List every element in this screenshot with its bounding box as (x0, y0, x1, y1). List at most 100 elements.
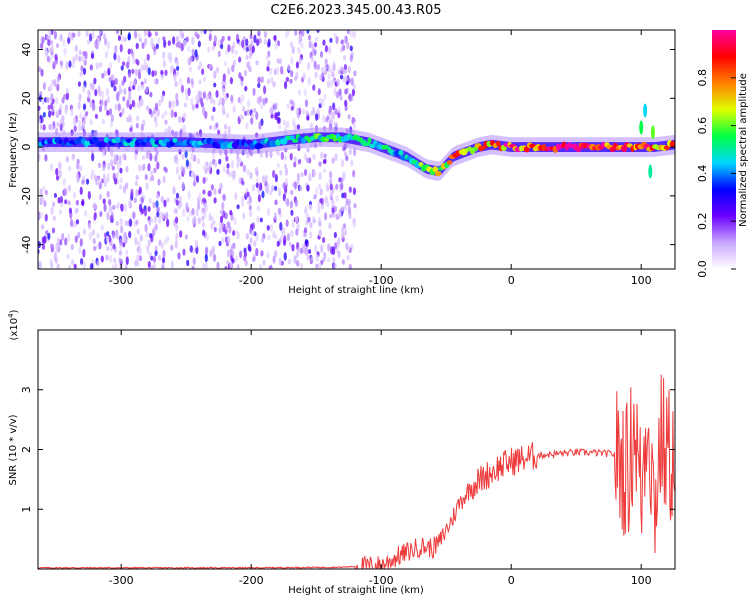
spectrogram-noise-point (307, 76, 311, 86)
spectrogram-noise-point (116, 160, 120, 166)
spectrogram-noise-point (213, 197, 217, 204)
spectrogram-noise-point (44, 213, 48, 222)
spectrogram-noise-point (78, 49, 82, 56)
spectrogram-noise-point (293, 75, 298, 82)
spectrogram-noise-point (340, 182, 344, 191)
spectrogram-noise-point (259, 104, 264, 110)
spectrogram-noise-point (309, 110, 313, 116)
spectrogram-noise-point (111, 264, 115, 269)
spectrogram-noise-point (339, 65, 343, 72)
spectrogram-noise-point (79, 257, 84, 265)
spectrogram-noise-point (144, 223, 148, 233)
spectrogram-noise-point (56, 263, 60, 269)
spectrogram-noise-point (213, 70, 217, 79)
spectrogram-noise-point (82, 248, 86, 258)
spectrogram-noise-point (327, 243, 331, 252)
spectrogram-noise-point (323, 69, 328, 76)
spectrogram-noise-point (92, 238, 96, 245)
spectrogram-ridge-layer (38, 103, 675, 181)
spectrogram-noise-point (68, 165, 72, 172)
spectrogram-noise-point (319, 74, 323, 81)
spectrogram-noise-point (169, 65, 173, 74)
spectrogram-noise-point (154, 121, 158, 128)
spectrogram-noise-point (128, 198, 132, 208)
spectrogram-noise-point (209, 63, 213, 70)
spectrogram-noise-point (53, 30, 58, 40)
spectrogram-noise-point (313, 49, 317, 56)
spectrogram-noise-point (251, 222, 255, 230)
spectrogram-noise-point (344, 99, 348, 107)
spectrogram-noise-point (93, 245, 97, 251)
spectrogram-noise-point (177, 40, 181, 49)
spectrogram-noise-point (138, 255, 143, 262)
spectrogram-noise-point (315, 254, 319, 262)
spectrogram-noise-point (322, 159, 327, 165)
spectrogram-ridge-point (496, 140, 501, 147)
spectrogram-noise-point (194, 31, 198, 38)
spectrogram-spread-point (650, 125, 655, 140)
spectrogram-noise-point (88, 222, 92, 231)
spectrogram-noise-point (87, 190, 91, 200)
spectrogram-noise-point (212, 106, 216, 113)
spectrogram-noise-point (174, 240, 178, 249)
spectrogram-noise-point (202, 176, 206, 184)
spectrogram-noise-point (186, 259, 190, 267)
spectrogram-noise-point (81, 198, 85, 207)
spectrogram-noise-point (348, 149, 353, 156)
spectrogram-noise-point (220, 221, 224, 229)
spectrogram-noise-point (121, 107, 125, 115)
spectrogram-noise-point (246, 109, 250, 116)
spectrogram-noise-point (74, 209, 78, 215)
spectrogram-noise-point (342, 75, 346, 83)
spectrogram-noise-point (107, 162, 111, 171)
spectrogram-noise-point (80, 122, 85, 130)
spectrogram-noise-point (100, 255, 104, 263)
spectrogram-noise-point (94, 113, 99, 120)
spectrogram-noise-point (153, 50, 157, 56)
spectrogram-noise-point (304, 238, 308, 245)
spectrogram-noise-point (286, 198, 290, 207)
spectrogram-noise-point (102, 173, 106, 181)
spectrogram-noise-point (201, 207, 205, 215)
spectrogram-noise-point (180, 84, 185, 93)
spectrogram-noise-point (353, 70, 357, 77)
spectrogram-noise-point (81, 55, 85, 62)
spectrogram-noise-point (96, 37, 101, 46)
spectrogram-ridge-point (398, 149, 404, 156)
spectrogram-ridge-point (129, 141, 135, 148)
spectrogram-noise-point (49, 83, 53, 92)
spectrogram-noise-point (221, 236, 225, 244)
spectrogram-noise-point (260, 76, 264, 84)
spectrogram-noise-point (50, 125, 54, 131)
spectrogram-noise-point (78, 55, 82, 62)
spectrogram-noise-point (326, 257, 331, 263)
spectrogram-noise-point (91, 169, 95, 177)
spectrogram-noise-point (280, 65, 284, 75)
spectrogram-noise-point (47, 232, 51, 240)
colorbar-tick-label: 0.0 (696, 260, 709, 278)
spectrogram-noise-point (83, 209, 88, 217)
spectrogram-noise-point (191, 265, 195, 269)
spectrogram-noise-point (267, 235, 271, 241)
spectrogram-noise-point (117, 55, 121, 63)
spectrogram-noise-point (347, 200, 351, 207)
spectrogram-noise-point (44, 189, 48, 196)
spectrogram-noise-point (190, 97, 194, 106)
spectrogram-noise-point (108, 254, 113, 263)
spectrogram-noise-point (227, 235, 231, 245)
spectrogram-noise-point (262, 98, 266, 106)
spectrogram-noise-point (140, 123, 144, 132)
spectrogram-noise-point (68, 207, 73, 214)
spectrogram-noise-point (267, 60, 271, 66)
spectrogram-noise-point (295, 61, 300, 69)
spectrogram-noise-point (79, 71, 83, 77)
spectrogram-noise-point (136, 254, 140, 263)
colorbar-label: Normalized spectral amplitude (738, 73, 749, 227)
spectrogram-noise-point (298, 57, 302, 65)
spectrogram-noise-point (227, 35, 231, 41)
spectrogram-noise-point (349, 45, 353, 52)
spectrogram-noise-point (282, 119, 287, 127)
spectrogram-noise-point (144, 37, 148, 46)
spectrogram-noise-point (244, 259, 248, 267)
